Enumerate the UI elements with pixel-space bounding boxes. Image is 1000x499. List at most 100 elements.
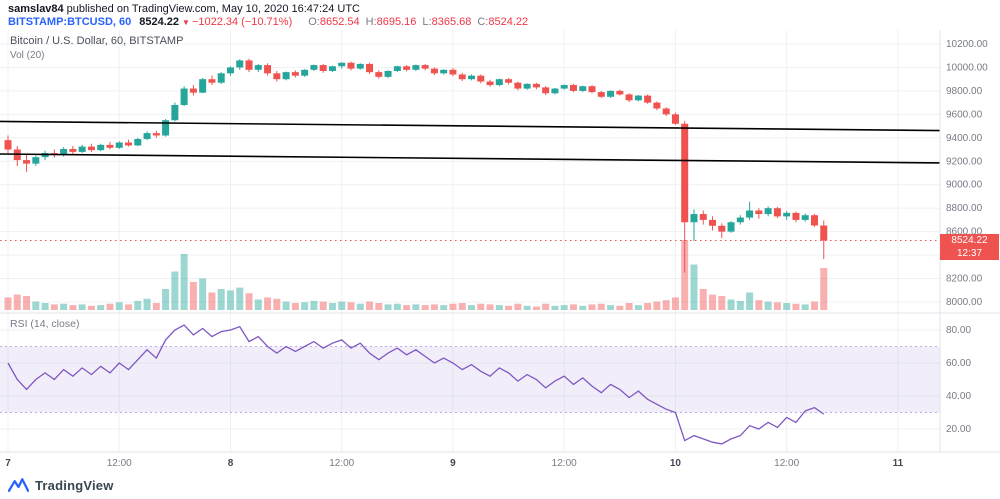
candle-body [699, 214, 707, 220]
candle-body [495, 79, 503, 86]
volume-bar [681, 240, 689, 310]
candle-body [180, 88, 188, 105]
publish-bar: samslav84 published on TradingView.com, M… [8, 3, 360, 15]
volume-bar [41, 303, 49, 310]
volume-bar [505, 305, 513, 310]
candle-body [709, 219, 717, 226]
volume-bar [50, 304, 58, 310]
open-label: O: [308, 16, 320, 28]
candle-body [421, 65, 429, 69]
volume-bar [366, 301, 374, 310]
candle-body [542, 87, 550, 94]
svg-text:10: 10 [670, 458, 682, 469]
volume-bar [440, 305, 448, 310]
volume-bar [755, 300, 763, 310]
volume-bar [180, 254, 188, 310]
candle-body [106, 144, 114, 148]
volume-bar [97, 305, 105, 310]
volume-bar [736, 300, 744, 310]
volume-bar [699, 289, 707, 310]
volume-bar [78, 304, 86, 310]
trendline [0, 120, 941, 132]
svg-text:8800.00: 8800.00 [946, 203, 983, 214]
volume-bar [551, 305, 559, 310]
candle-body [801, 215, 809, 220]
tradingview-brand[interactable]: TradingView [35, 478, 114, 493]
svg-text:80.00: 80.00 [946, 325, 971, 336]
candle-body [301, 69, 309, 76]
volume-bar [356, 303, 364, 310]
candle-body [440, 69, 448, 74]
volume-bar [310, 300, 318, 310]
candle-body [430, 68, 438, 74]
volume-bar [152, 303, 160, 310]
candle-body [746, 210, 754, 218]
volume-bar [171, 271, 179, 310]
candle-body [514, 82, 522, 89]
volume-bar [644, 303, 652, 310]
svg-text:12:00: 12:00 [107, 458, 132, 469]
candle-body [458, 74, 466, 80]
svg-text:8600.00: 8600.00 [946, 227, 983, 238]
username: samslav84 [8, 3, 64, 15]
main-series-legend[interactable]: Bitcoin / U.S. Dollar, 60, BITSTAMP [10, 35, 184, 47]
low-label: L: [422, 16, 432, 28]
candle-body [152, 133, 160, 136]
candle-body [588, 86, 596, 93]
volume-bar [653, 301, 661, 310]
symbol-name: BITSTAMP:BTCUSD, 60 [8, 16, 132, 28]
volume-bar [801, 304, 809, 310]
volume-bar [421, 305, 429, 310]
volume-bar [403, 305, 411, 310]
candle-body [773, 208, 781, 217]
volume-bar [671, 297, 679, 310]
volume-bar [301, 302, 309, 310]
svg-text:10000.00: 10000.00 [946, 62, 988, 73]
volume-bar [569, 304, 577, 310]
svg-text:9: 9 [450, 458, 456, 469]
candle-body [226, 67, 234, 74]
volume-bar [375, 303, 383, 310]
volume-bar [338, 301, 346, 310]
volume-bar [662, 300, 670, 310]
candle-body [551, 88, 559, 94]
volume-bar [468, 305, 475, 310]
candle-body [532, 83, 540, 88]
candle-body [32, 157, 40, 164]
candle-body [505, 79, 513, 83]
chart-area[interactable]: 8000.008200.008400.008600.008800.009000.… [0, 30, 1000, 472]
svg-text:40.00: 40.00 [946, 391, 971, 402]
tradingview-logo-icon[interactable] [8, 478, 29, 493]
volume-legend[interactable]: Vol (20) [10, 50, 45, 61]
candle-body [78, 146, 86, 152]
volume-bar [718, 296, 726, 310]
candle-body [412, 65, 420, 70]
candle-body [264, 65, 272, 74]
candle-body [634, 95, 642, 101]
volume-bar [458, 303, 466, 310]
candle-body [403, 66, 411, 70]
footer: TradingView [0, 472, 1000, 499]
volume-bar [634, 305, 642, 310]
candle-body [783, 212, 791, 217]
volume-bar [616, 305, 624, 310]
rsi-legend[interactable]: RSI (14, close) [10, 318, 80, 330]
candle-body [662, 108, 670, 115]
candle-body [569, 85, 577, 91]
volume-bar [236, 287, 244, 310]
candle-body [755, 210, 763, 215]
volume-bar [115, 302, 123, 310]
publish-info: published on TradingView.com, May 10, 20… [66, 3, 360, 15]
volume-bar [727, 299, 735, 310]
volume-bar [764, 301, 772, 310]
volume-bar [347, 302, 355, 310]
svg-text:9400.00: 9400.00 [946, 133, 983, 144]
volume-bar [189, 282, 197, 310]
low-value: 8365.68 [431, 16, 472, 28]
candle-body [23, 160, 31, 164]
candle-body [87, 146, 95, 151]
volume-bar [13, 294, 21, 310]
chart-canvas[interactable]: 8000.008200.008400.008600.008800.009000.… [0, 30, 1000, 472]
candle-body [217, 73, 225, 83]
volume-bar [597, 303, 605, 310]
